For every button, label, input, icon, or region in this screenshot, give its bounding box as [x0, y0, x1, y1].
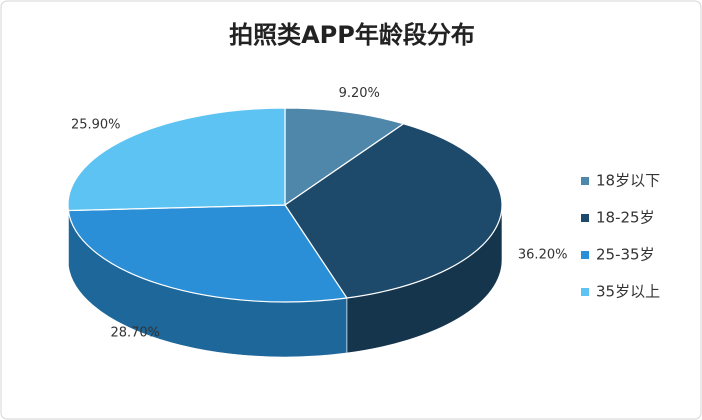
data-label: 9.20%: [339, 86, 380, 101]
legend-marker: [581, 251, 589, 259]
legend-label: 25-35岁: [596, 246, 655, 264]
slice: [284, 107, 405, 207]
data-label: 28.70%: [110, 326, 160, 341]
slice: [67, 204, 348, 303]
legend-label: 18岁以下: [596, 172, 660, 190]
slice: [67, 107, 286, 212]
legend-marker: [581, 214, 589, 222]
legend-label: 18-25岁: [596, 209, 655, 227]
slice: [284, 123, 503, 299]
data-label: 25.90%: [71, 118, 121, 133]
data-label: 36.20%: [518, 247, 568, 262]
legend-marker: [581, 177, 589, 185]
chart-title: 拍照类APP年龄段分布: [229, 21, 475, 49]
legend-marker: [581, 288, 589, 296]
legend-label: 35岁以上: [596, 283, 660, 301]
